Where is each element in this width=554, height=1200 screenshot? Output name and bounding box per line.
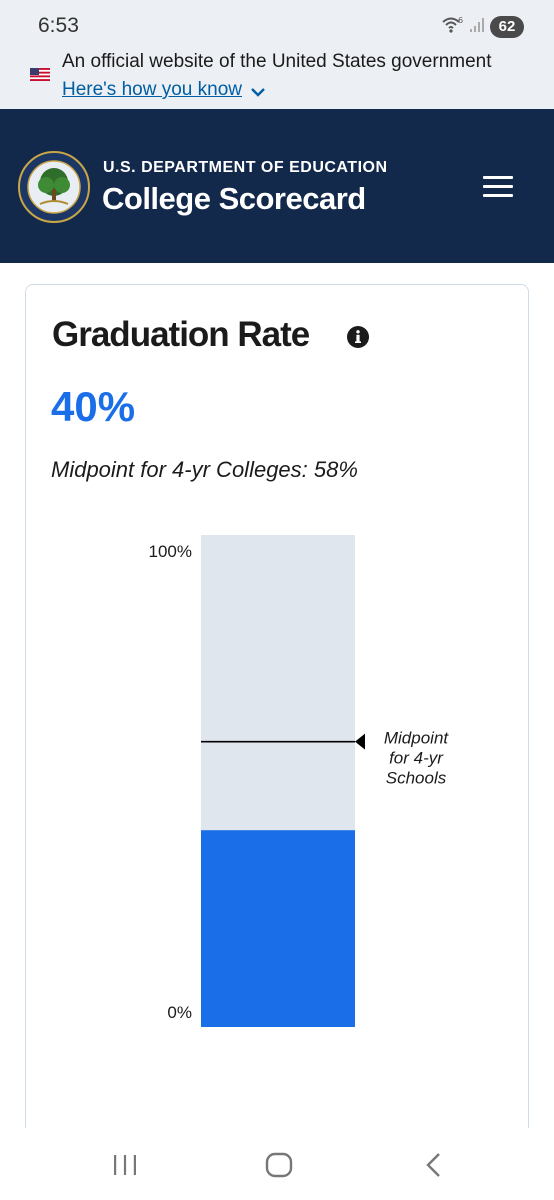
how-you-know-link[interactable]: Here's how you know	[62, 79, 266, 101]
recent-apps-icon[interactable]	[112, 1154, 138, 1176]
midpoint-label-line: Midpoint	[384, 729, 450, 748]
chevron-down-icon	[251, 87, 265, 97]
status-time: 6:53	[38, 14, 79, 37]
gov-banner-text: An official website of the United States…	[62, 51, 492, 72]
department-name: U.S. DEPARTMENT OF EDUCATION	[103, 159, 388, 176]
how-you-know-label: Here's how you know	[62, 79, 242, 100]
y-tick-top: 100%	[149, 542, 192, 561]
midpoint-label-line: for 4-yr	[389, 749, 444, 768]
wifi-icon: 6	[442, 16, 463, 33]
department-seal-icon[interactable]	[18, 151, 90, 223]
graduation-rate-value: 40%	[51, 383, 136, 430]
midpoint-text: Midpoint for 4-yr Colleges: 58%	[51, 457, 358, 482]
y-tick-bottom: 0%	[167, 1003, 192, 1022]
site-header: U.S. DEPARTMENT OF EDUCATION College Sco…	[0, 109, 554, 263]
midpoint-marker-icon	[355, 733, 365, 750]
graduation-rate-bar	[201, 830, 355, 1027]
home-icon[interactable]	[265, 1152, 293, 1178]
signal-icon	[470, 18, 484, 32]
hamburger-menu-icon[interactable]	[483, 176, 513, 198]
midpoint-label-line: Schools	[386, 769, 447, 788]
card-title: Graduation Rate	[52, 315, 310, 354]
info-icon[interactable]	[346, 325, 370, 349]
graduation-rate-card: Graduation Rate 40% Midpoint for 4-yr Co…	[25, 284, 529, 1184]
battery-indicator: 62	[490, 16, 524, 38]
site-title[interactable]: College Scorecard	[102, 181, 366, 216]
status-bar: 6:53 6 62	[0, 0, 554, 42]
svg-text:6: 6	[458, 16, 463, 25]
back-icon[interactable]	[424, 1152, 444, 1178]
system-nav-bar	[0, 1128, 554, 1200]
gov-banner: An official website of the United States…	[0, 42, 554, 109]
us-flag-icon	[30, 68, 50, 81]
